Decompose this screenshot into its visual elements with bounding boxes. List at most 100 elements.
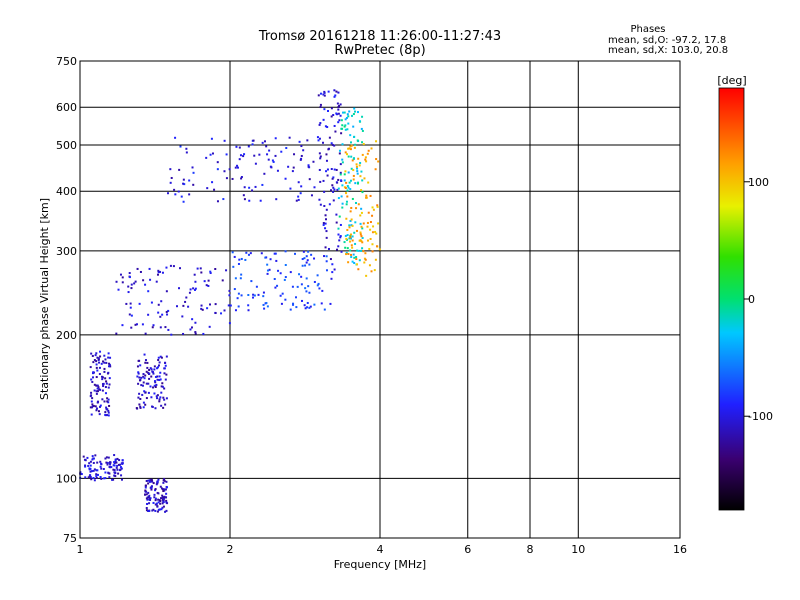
echo-point xyxy=(358,259,361,262)
echo-point xyxy=(326,168,329,171)
x-tick-label: 10 xyxy=(571,543,585,556)
echo-point xyxy=(324,214,327,217)
echo-point xyxy=(375,158,378,161)
echo-point xyxy=(128,276,131,279)
echo-point xyxy=(106,408,109,411)
echo-point xyxy=(343,125,346,128)
echo-point xyxy=(159,502,162,505)
echo-point xyxy=(148,480,151,483)
echo-point xyxy=(200,304,203,307)
echo-point xyxy=(103,370,106,373)
echo-point xyxy=(243,198,246,201)
echo-point xyxy=(254,162,257,165)
echo-point xyxy=(135,323,138,326)
echo-point xyxy=(338,149,341,152)
echo-point xyxy=(167,328,170,331)
echo-point xyxy=(340,195,343,198)
echo-point xyxy=(178,168,181,171)
echo-point xyxy=(90,378,93,381)
echo-point xyxy=(96,384,99,387)
echo-point xyxy=(160,385,163,388)
echo-point xyxy=(141,393,144,396)
echo-point xyxy=(351,224,354,227)
echo-point xyxy=(361,115,364,118)
echo-point xyxy=(341,143,344,146)
echo-point xyxy=(104,377,107,380)
echo-point xyxy=(361,236,364,239)
echo-point xyxy=(350,155,353,158)
echo-point xyxy=(356,167,359,170)
echo-point xyxy=(108,365,111,368)
echo-point xyxy=(371,206,374,209)
echo-point xyxy=(319,106,322,109)
echo-point xyxy=(189,328,192,331)
echo-point xyxy=(108,377,111,380)
echo-point xyxy=(307,285,310,288)
echo-point xyxy=(191,166,194,169)
echo-point xyxy=(159,270,162,273)
echo-point xyxy=(297,181,300,184)
echo-point xyxy=(157,303,160,306)
echo-point xyxy=(253,294,256,297)
echo-point xyxy=(144,403,147,406)
echo-point xyxy=(80,473,83,476)
echo-point xyxy=(294,296,297,299)
echo-point xyxy=(206,307,209,310)
echo-point xyxy=(117,463,120,466)
echo-point xyxy=(150,485,153,488)
echo-point xyxy=(146,496,149,499)
echo-point xyxy=(84,465,87,468)
echo-point xyxy=(274,137,277,140)
echo-point xyxy=(312,160,315,163)
echo-point xyxy=(346,185,349,188)
echo-point xyxy=(157,356,160,359)
echo-point xyxy=(247,304,250,307)
echo-point xyxy=(350,114,353,117)
echo-point xyxy=(193,273,196,276)
echo-point xyxy=(360,170,363,173)
echo-point xyxy=(361,191,364,194)
echo-point xyxy=(332,190,335,193)
echo-point xyxy=(232,265,235,268)
echo-point xyxy=(165,310,168,313)
echo-point xyxy=(95,477,98,480)
echo-point xyxy=(375,140,378,143)
echo-point xyxy=(344,234,347,237)
echo-point xyxy=(252,293,255,296)
echo-point xyxy=(349,236,352,239)
echo-point xyxy=(350,144,353,147)
echo-point xyxy=(346,153,349,156)
echo-point xyxy=(188,193,191,196)
echo-point xyxy=(96,473,99,476)
echo-point xyxy=(98,405,101,408)
echo-point xyxy=(238,158,241,161)
echo-point xyxy=(364,258,367,261)
echo-point xyxy=(154,497,157,500)
echo-point xyxy=(162,490,165,493)
echo-point xyxy=(324,222,327,225)
echo-point xyxy=(93,359,96,362)
echo-point xyxy=(164,403,167,406)
echo-point xyxy=(115,280,118,283)
echo-point xyxy=(138,302,141,305)
echo-point xyxy=(337,233,340,236)
echo-point xyxy=(193,288,196,291)
echo-point xyxy=(349,141,352,144)
echo-point xyxy=(354,182,357,185)
echo-point xyxy=(225,269,228,272)
echo-point xyxy=(165,397,168,400)
echo-point xyxy=(208,325,211,328)
echo-point xyxy=(96,469,99,472)
echo-point xyxy=(163,488,166,491)
echo-point xyxy=(368,264,371,267)
echo-point xyxy=(360,235,363,238)
echo-point xyxy=(160,391,163,394)
echo-point xyxy=(153,380,156,383)
echo-point xyxy=(240,273,243,276)
echo-point xyxy=(156,394,159,397)
echo-point xyxy=(228,294,231,297)
echo-point xyxy=(337,197,340,200)
echo-point xyxy=(295,306,298,309)
echo-point xyxy=(104,471,107,474)
